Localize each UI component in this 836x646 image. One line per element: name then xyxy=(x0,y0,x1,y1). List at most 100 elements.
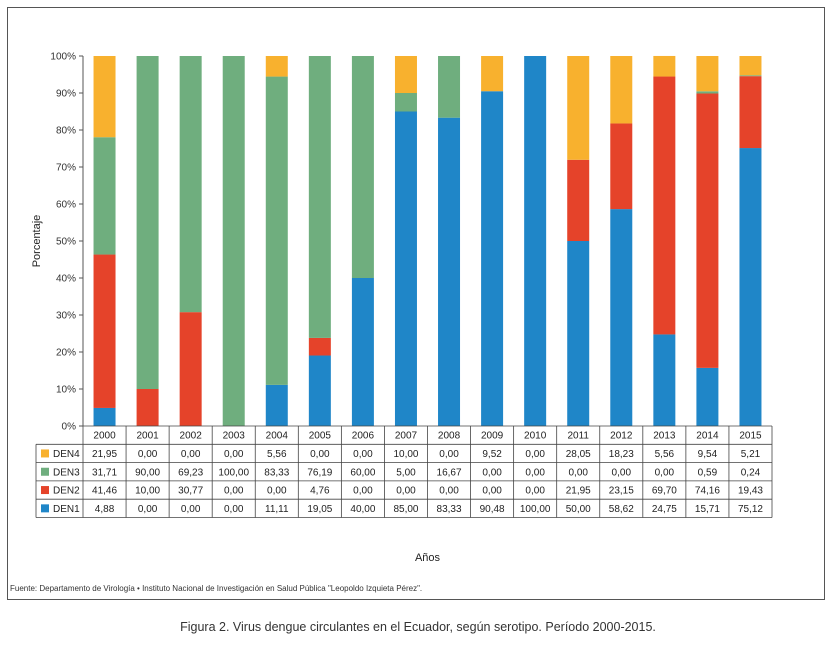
y-tick-label: 0% xyxy=(62,422,77,433)
data-label: 31,71 xyxy=(92,467,117,478)
y-tick-label: 40% xyxy=(56,274,76,285)
bar-den3-2005 xyxy=(308,56,331,338)
data-label: 0,00 xyxy=(525,449,545,460)
legend-label-den3: DEN3 xyxy=(53,467,80,478)
data-label: 0,00 xyxy=(224,504,244,515)
data-label: 11,11 xyxy=(265,504,289,515)
data-label: 50,00 xyxy=(566,504,591,515)
bar-den4-2013 xyxy=(653,55,676,77)
data-label: 0,59 xyxy=(698,467,718,478)
y-tick-label: 80% xyxy=(56,126,76,137)
bar-den1-2009 xyxy=(481,91,504,426)
data-label: 76,19 xyxy=(307,467,332,478)
legend-label-den4: DEN4 xyxy=(53,449,80,460)
bar-den2-2000 xyxy=(93,254,116,408)
data-label: 0,00 xyxy=(138,449,158,460)
data-label: 0,00 xyxy=(138,504,158,515)
x-tick-label: 2013 xyxy=(653,431,676,442)
data-label: 69,70 xyxy=(652,486,677,497)
bar-den3-2002 xyxy=(179,56,202,313)
x-tick-label: 2015 xyxy=(739,431,762,442)
bar-den1-2015 xyxy=(739,148,762,426)
x-tick-label: 2002 xyxy=(180,431,203,442)
y-tick-label: 10% xyxy=(56,385,76,396)
x-tick-label: 2014 xyxy=(696,431,719,442)
legend-swatch-den3 xyxy=(41,467,49,476)
data-label: 90,00 xyxy=(135,467,160,478)
bar-den1-2004 xyxy=(265,384,288,426)
bar-den3-2000 xyxy=(93,137,116,255)
bar-den1-2012 xyxy=(610,209,633,426)
source-note: Fuente: Departamento de Virología • Inst… xyxy=(10,584,423,593)
data-label: 5,21 xyxy=(741,449,761,460)
bar-den4-2012 xyxy=(610,56,633,124)
data-label: 9,52 xyxy=(482,449,502,460)
data-label: 9,54 xyxy=(698,449,718,460)
x-tick-label: 2004 xyxy=(266,431,289,442)
data-label: 0,24 xyxy=(741,467,761,478)
bar-den4-2015 xyxy=(739,56,762,76)
data-label: 58,62 xyxy=(609,504,634,515)
bar-den4-2004 xyxy=(265,56,288,77)
data-label: 10,00 xyxy=(135,486,160,497)
data-label: 83,33 xyxy=(437,504,462,515)
data-label: 0,00 xyxy=(525,467,545,478)
bar-den2-2012 xyxy=(610,123,633,210)
data-label: 0,00 xyxy=(482,486,502,497)
data-label: 19,43 xyxy=(738,486,763,497)
data-label: 15,71 xyxy=(695,504,720,515)
bar-den4-2009 xyxy=(481,56,504,92)
data-label: 0,00 xyxy=(439,449,459,460)
data-label: 0,00 xyxy=(181,449,201,460)
data-label: 0,00 xyxy=(353,449,373,460)
data-label: 23,15 xyxy=(609,486,634,497)
bar-den3-2014 xyxy=(696,91,719,94)
legend-label-den1: DEN1 xyxy=(53,504,80,515)
bar-den1-2007 xyxy=(394,111,417,426)
bar-den1-2010 xyxy=(524,56,547,426)
bar-den2-2014 xyxy=(696,93,719,368)
y-tick-label: 100% xyxy=(50,52,76,63)
data-label: 24,75 xyxy=(652,504,677,515)
bar-den3-2015 xyxy=(739,75,762,77)
data-label: 4,88 xyxy=(95,504,115,515)
data-label: 85,00 xyxy=(393,504,418,515)
data-label: 21,95 xyxy=(566,486,591,497)
legend-swatch-den2 xyxy=(41,486,49,495)
bar-den3-2007 xyxy=(394,93,417,112)
x-tick-label: 2007 xyxy=(395,431,418,442)
bar-den1-2013 xyxy=(653,334,676,426)
data-label: 100,00 xyxy=(218,467,249,478)
data-label: 0,00 xyxy=(353,486,373,497)
data-label: 90,48 xyxy=(480,504,505,515)
bar-den2-2015 xyxy=(739,76,762,149)
bar-den2-2005 xyxy=(308,337,331,356)
y-tick-label: 50% xyxy=(56,237,76,248)
y-tick-label: 60% xyxy=(56,200,76,211)
data-label: 40,00 xyxy=(350,504,375,515)
chart-frame xyxy=(7,7,825,600)
y-tick-label: 30% xyxy=(56,311,76,322)
figure-caption: Figura 2. Virus dengue circulantes en el… xyxy=(180,620,656,634)
legend-swatch-den1 xyxy=(41,504,49,513)
data-label: 4,76 xyxy=(310,486,330,497)
bar-den2-2002 xyxy=(179,312,202,426)
y-tick-label: 20% xyxy=(56,348,76,359)
data-label: 0,00 xyxy=(482,467,502,478)
data-label: 0,00 xyxy=(612,467,632,478)
x-tick-label: 2000 xyxy=(93,431,116,442)
data-label: 5,56 xyxy=(267,449,287,460)
data-label: 0,00 xyxy=(525,486,545,497)
legend-swatch-den4 xyxy=(41,449,49,458)
data-label: 5,00 xyxy=(396,467,416,478)
data-label: 5,56 xyxy=(655,449,675,460)
data-label: 75,12 xyxy=(738,504,763,515)
bar-den1-2008 xyxy=(438,117,461,426)
x-tick-label: 2008 xyxy=(438,431,461,442)
data-label: 0,00 xyxy=(568,467,588,478)
x-tick-label: 2009 xyxy=(481,431,504,442)
data-label: 16,67 xyxy=(437,467,462,478)
bar-den4-2000 xyxy=(93,56,116,138)
data-label: 0,00 xyxy=(224,486,244,497)
